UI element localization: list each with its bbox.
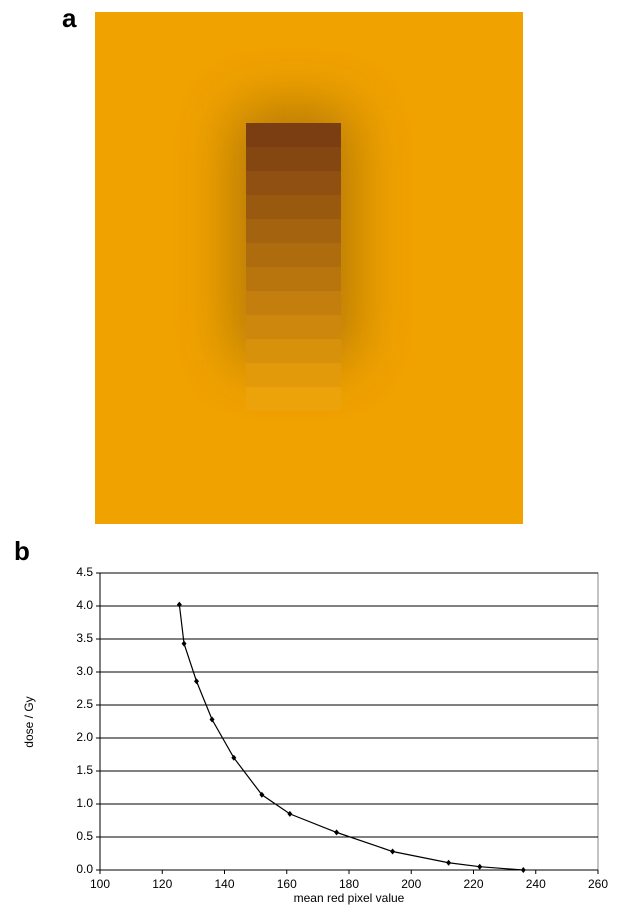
marker — [177, 602, 182, 608]
x-tick-label: 200 — [401, 877, 421, 891]
dose-step — [246, 147, 341, 171]
x-tick-label: 180 — [339, 877, 359, 891]
y-tick-label: 2.5 — [76, 697, 93, 711]
marker — [194, 678, 199, 684]
marker — [182, 641, 187, 647]
dose-step — [246, 387, 341, 411]
y-tick-label: 1.5 — [76, 763, 93, 777]
dose-step — [246, 243, 341, 267]
dose-steps — [246, 123, 341, 411]
dose-step — [246, 171, 341, 195]
marker — [287, 811, 292, 817]
y-tick-label: 2.0 — [76, 730, 93, 744]
panel-label: b — [14, 536, 30, 566]
line — [179, 605, 523, 870]
y-axis-label: dose / Gy — [22, 696, 36, 747]
panel-label: a — [62, 3, 77, 33]
plot: 0.0 0.5 1.0 1.5 2.0 2.5 3.0 3.5 4.0 4.5 100 120 140 1… — [76, 565, 608, 891]
y-tick-label: 0.5 — [76, 829, 93, 843]
x-tick-label: 220 — [463, 877, 483, 891]
figure: a b 0.0 0.5 1.0 1.5 2.0 2.5 3.0 3.5 4.0 4.5 100 120… — [0, 0, 620, 909]
y-tick-label: 1.0 — [76, 796, 93, 810]
dose-step — [246, 267, 341, 291]
dose-step — [246, 219, 341, 243]
x-axis-label: mean red pixel value — [294, 891, 405, 905]
y-tick-label: 4.5 — [76, 565, 93, 579]
dose-step — [246, 339, 341, 363]
y-tick-label: 0.0 — [76, 862, 93, 876]
x-tick-label: 160 — [277, 877, 297, 891]
dose-step — [246, 363, 341, 387]
page: a b 0.0 0.5 1.0 1.5 2.0 2.5 3.0 3.5 4.0 4.5 100 120… — [0, 0, 620, 914]
marker — [446, 860, 451, 866]
marker — [390, 849, 395, 855]
marker — [334, 829, 339, 835]
dose-step — [246, 123, 341, 147]
dose-step — [246, 315, 341, 339]
y-tick-label: 3.0 — [76, 664, 93, 678]
x-tick-label: 240 — [526, 877, 546, 891]
x-tick-label: 260 — [588, 877, 608, 891]
marker — [477, 864, 482, 870]
y-tick-label: 4.0 — [76, 598, 93, 612]
plot-frame — [100, 573, 598, 870]
y-tick-label: 3.5 — [76, 631, 93, 645]
x-tick-label: 140 — [214, 877, 234, 891]
x-tick-label: 100 — [90, 877, 110, 891]
marker — [521, 867, 526, 873]
dose-step — [246, 291, 341, 315]
dose-step — [246, 195, 341, 219]
x-tick-label: 120 — [152, 877, 172, 891]
